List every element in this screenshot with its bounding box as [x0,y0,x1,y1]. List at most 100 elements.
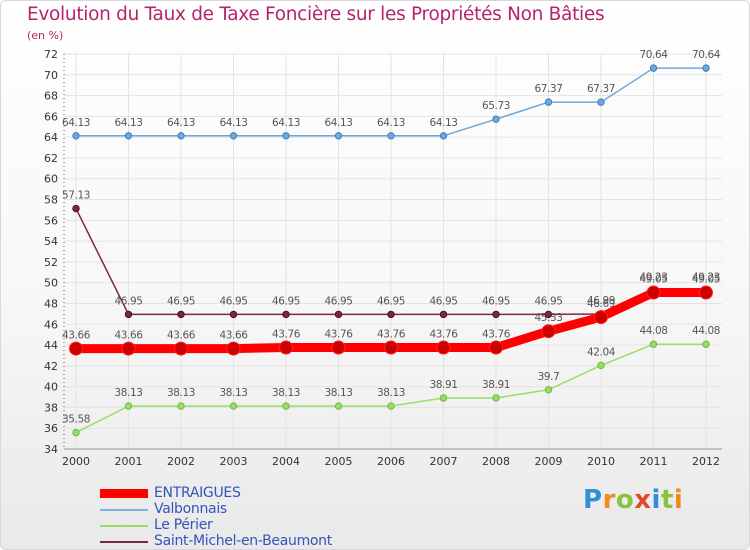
data-point [387,132,395,140]
data-point [229,402,238,410]
data-point [387,402,395,410]
x-tick-label: 2009 [535,455,563,468]
data-point [124,402,133,410]
data-point [439,394,448,402]
data-label: 64.13 [62,117,90,129]
y-tick-label: 50 [44,277,58,290]
grid [64,53,722,450]
y-tick-label: 68 [44,90,58,103]
logo-letter: r [602,485,616,515]
data-point [544,98,553,106]
data-label: 46.95 [534,295,562,307]
x-tick-label: 2003 [220,455,248,468]
x-tick-label: 2012 [692,455,720,468]
series-le-p-rier [72,340,710,437]
series-entraigues [69,285,713,356]
data-point [649,64,658,72]
data-label: 67.37 [534,83,562,95]
data-label: 64.13 [219,117,247,129]
y-tick-label: 58 [44,194,58,207]
data-label: 46.95 [167,295,195,307]
data-label: 46.95 [219,295,247,307]
data-point [124,310,133,319]
data-point [124,132,133,140]
data-point [544,310,553,319]
data-point [279,340,293,355]
data-point [72,428,80,437]
data-label: 49.23 [639,272,667,284]
data-label: 70.64 [692,49,721,61]
data-point [702,64,710,72]
data-label: 38.13 [324,387,352,399]
data-point [594,310,608,325]
data-label: 64.13 [114,117,142,129]
data-point [282,310,290,319]
legend-label: Le Périer [154,517,213,533]
x-axis-ticks: 2000 2001 2002 2003 2004 2005 2006 2007 2008 2009… [62,455,720,468]
data-label: 43.76 [429,329,458,341]
data-point [387,310,395,319]
y-tick-label: 72 [44,48,58,61]
x-tick-label: 2002 [167,455,195,468]
y-tick-label: 66 [44,110,58,123]
data-label: 49.23 [692,272,720,284]
data-point [702,340,710,348]
data-label: 46.95 [114,295,142,307]
y-tick-label: 52 [44,256,58,269]
data-point [597,98,605,106]
series-group [69,64,713,437]
data-point [699,285,713,300]
y-axis-unit-label: (en %) [27,29,64,42]
data-label: 43.76 [482,329,511,341]
data-label: 45.33 [534,312,562,324]
axes [63,54,722,450]
data-label: 46.95 [377,295,405,307]
data-label: 46.95 [272,295,300,307]
data-point [331,340,346,355]
data-label: 43.66 [114,330,143,342]
data-label: 64.13 [167,117,195,129]
y-axis-ticks: 34 36 38 40 42 44 46 48 50 52 54 56 58 60 62 64 66 68 70 72 [44,48,58,456]
y-tick-label: 56 [44,214,58,227]
data-label: 38.13 [219,387,247,399]
data-label: 43.76 [377,329,406,341]
data-label: 46.99 [587,295,615,307]
y-tick-label: 46 [44,318,58,331]
x-tick-label: 2007 [430,455,458,468]
x-tick-label: 2005 [325,455,353,468]
data-label: 49.05 [692,274,720,286]
data-label: 70.64 [639,49,668,61]
data-point [649,340,658,348]
data-label: 38.91 [429,379,457,391]
legend-label: Valbonnais [154,501,227,517]
data-label: 46.95 [324,295,352,307]
data-label: 46.69 [587,298,615,310]
data-point [492,394,500,402]
data-point [439,132,448,140]
data-point [69,341,83,356]
x-tick-label: 2001 [115,455,143,468]
y-tick-label: 62 [44,152,58,165]
y-tick-label: 40 [44,381,58,394]
data-point [226,341,241,356]
logo-letter: i [673,485,684,515]
data-point [174,341,188,356]
data-point [492,310,500,319]
proxiti-logo: Proxiti [583,485,683,515]
data-label: 39.7 [538,371,560,383]
data-label: 64.13 [272,117,300,129]
data-point [177,310,185,319]
data-point [177,132,185,140]
legend-swatch [100,509,148,511]
data-label: 38.13 [377,387,405,399]
data-point [541,324,556,339]
y-tick-label: 48 [44,297,58,310]
data-label: 65.73 [482,100,510,112]
x-tick-label: 2004 [272,455,300,468]
data-label: 67.37 [587,83,615,95]
legend-label: Saint-Michel-en-Beaumont [154,533,332,549]
legend-swatch [100,525,148,527]
logo-letter: x [634,485,652,515]
data-label: 38.13 [114,387,142,399]
